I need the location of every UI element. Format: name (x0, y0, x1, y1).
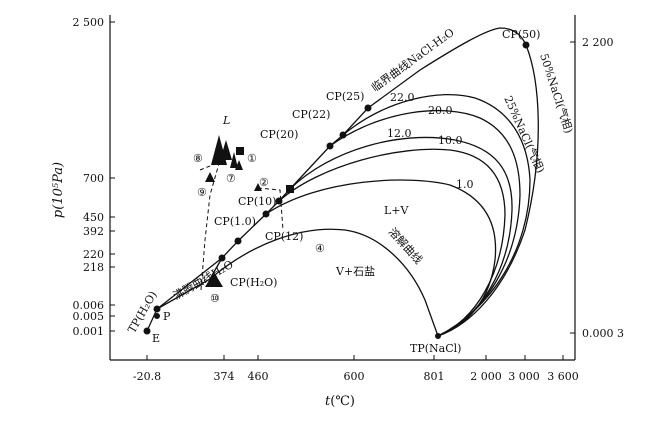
square-marker (236, 147, 244, 155)
annotations: CP(1.0) CP(10) CP(12) CP(20) CP(22) CP(2… (125, 25, 576, 355)
marker-label-4: ④ (315, 242, 325, 255)
x-tick-label: 460 (248, 370, 269, 383)
vapor-25-label: 25%NaCl(气相) (501, 94, 548, 176)
tp-nacl-dot (435, 333, 441, 339)
isopleth-10 (278, 148, 506, 337)
dashed-line-2 (257, 187, 284, 231)
cp-label: CP(12) (265, 230, 303, 243)
cp-label: CP(25) (326, 90, 364, 103)
x-ticks: -20.8 374 460 600 801 2 000 3 000 3 600 (133, 355, 579, 383)
dissolution-curve (209, 228, 439, 337)
y-ticks-left: 2 500 700 450 392 220 218 0.006 0.005 0.… (73, 16, 115, 338)
cp-label: CP(1.0) (214, 215, 256, 228)
cp-dot (275, 197, 283, 205)
sample-markers (205, 135, 294, 287)
solid-field-label: V+石盐 (335, 265, 375, 278)
cp-label: CP(20) (260, 128, 298, 141)
y-right-tick-label: 0.000 3 (582, 327, 624, 340)
isopleth-20 (329, 109, 521, 337)
critical-point-dots (143, 41, 530, 339)
y-tick-label: 392 (83, 225, 104, 238)
cp-dot (218, 254, 226, 262)
cp-dot (262, 210, 270, 218)
cp-label: CP(22) (292, 108, 330, 121)
dashed-line-8 (200, 159, 221, 291)
y-ticks-right: 2 200 0.000 3 (570, 36, 624, 340)
isopleth-12 (289, 136, 513, 337)
square-marker (286, 185, 294, 193)
marker-label-10: ⑩ (210, 292, 220, 305)
x-tick-label: 3 000 (508, 370, 540, 383)
liquid-label: L (222, 114, 230, 127)
isopleth-label: 22.0 (390, 91, 415, 104)
point-e-dot (143, 327, 151, 335)
y-tick-label: 0.006 (73, 299, 105, 312)
dissolution-label: 溶解曲线 (386, 225, 426, 267)
marker-label-2: ② (259, 176, 269, 189)
vapor-50-label: 50%NaCl(气相) (537, 52, 576, 135)
isopleth-label: 10.0 (438, 134, 463, 147)
cp-dot (326, 142, 334, 150)
cp-label: CP(50) (502, 28, 540, 41)
y-tick-label: 450 (83, 211, 104, 224)
x-tick-label: 600 (344, 370, 365, 383)
y-axis-label: p(10⁵Pa) (51, 162, 66, 218)
isopleth-label: 1.0 (456, 178, 474, 191)
triangle-marker (220, 140, 232, 160)
triangle-marker (254, 183, 262, 191)
y-tick-label: 0.001 (73, 325, 105, 338)
tp-h2o-dot (153, 305, 161, 313)
point-p-dot (154, 313, 160, 319)
y-tick-label: 2 500 (73, 16, 105, 29)
y-tick-label: 0.005 (73, 310, 105, 323)
y-right-tick-label: 2 200 (582, 36, 614, 49)
isopleth-1 (265, 179, 497, 337)
triangle-marker (205, 172, 215, 182)
isopleth-label: 12.0 (387, 127, 412, 140)
x-tick-label: 2 000 (470, 370, 502, 383)
cp-dot (522, 41, 530, 49)
triangle-marker (230, 152, 238, 168)
point-p-label: P (163, 310, 171, 323)
two-phase-label: L+V (384, 204, 410, 217)
boiling-curve-label: 沸腾曲线H₂O (171, 257, 236, 303)
y-tick-label: 218 (83, 261, 104, 274)
cp-dot (364, 104, 372, 112)
x-tick-label: 801 (424, 370, 445, 383)
cp-label: CP(10) (238, 195, 276, 208)
x-tick-label: 3 600 (547, 370, 579, 383)
cp-h2o-label: CP(H₂O) (230, 276, 277, 289)
isopleth-22 (342, 93, 531, 337)
cp-dot (339, 131, 347, 139)
y-tick-label: 700 (83, 172, 104, 185)
triangle-marker (205, 272, 223, 287)
point-e-label: E (152, 332, 160, 345)
x-tick-label: -20.8 (133, 370, 161, 383)
tp-nacl-label: TP(NaCl) (410, 342, 461, 355)
x-tick-label: 374 (214, 370, 235, 383)
y-tick-label: 220 (83, 248, 104, 261)
x-axis-label: t(℃) (325, 394, 355, 409)
marker-label-7: ⑦ (226, 172, 236, 185)
marker-label-9: ⑧ (193, 152, 203, 165)
marker-label-1: ① (247, 152, 257, 165)
triangle-marker (235, 160, 243, 170)
isopleth-label: 20.0 (428, 104, 453, 117)
marker-label-8: ⑨ (197, 186, 207, 199)
critical-curve-label: 临界曲线NaCl-H₂O (369, 25, 457, 94)
cp-dot (234, 237, 242, 245)
tp-h2o-label: TP(H₂O) (125, 289, 159, 336)
